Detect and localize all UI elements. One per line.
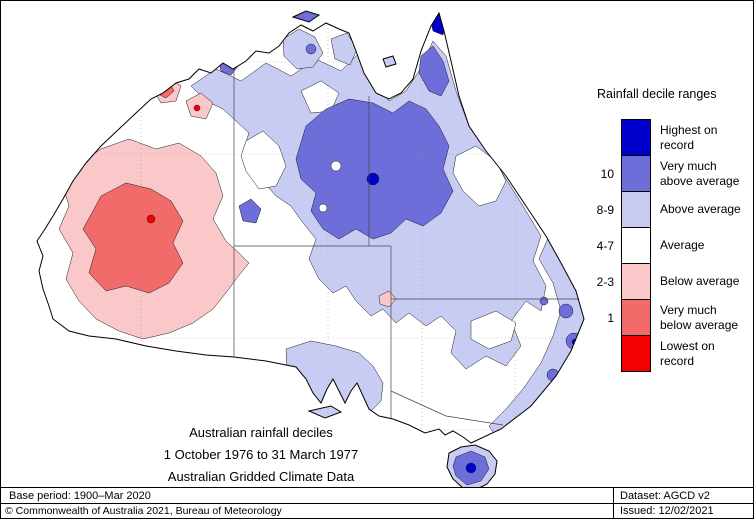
legend-label: Below average bbox=[660, 274, 740, 289]
legend-item-above-average: 8-9 Above average bbox=[595, 191, 753, 228]
legend-decile: 1 bbox=[607, 310, 614, 325]
map-period: 1 October 1976 to 31 March 1977 bbox=[163, 447, 359, 462]
legend-swatch-very-much-above bbox=[621, 155, 651, 192]
legend-swatch-highest-on-record bbox=[621, 119, 651, 156]
region-lowest-dot3 bbox=[162, 86, 168, 92]
legend-swatch-below-average bbox=[621, 263, 651, 300]
region-average-dot-in-blue1 bbox=[330, 160, 342, 172]
region-very-much-above-cape-york bbox=[418, 45, 450, 97]
region-average-dot-in-blue2 bbox=[318, 203, 328, 213]
groote-island-coastline bbox=[382, 55, 397, 68]
legend-label: Average bbox=[660, 238, 705, 253]
legend-label: Very much below average bbox=[660, 303, 739, 332]
region-highest-central-dot bbox=[366, 172, 380, 186]
region-average-hole-nt bbox=[300, 80, 340, 114]
mainland-coastline bbox=[36, 11, 585, 444]
legend-title: Rainfall decile ranges bbox=[597, 87, 717, 101]
copyright-text: © Commonwealth of Australia 2021, Bureau… bbox=[5, 505, 282, 517]
region-very-much-above-coast-dot1 bbox=[558, 303, 574, 319]
region-lowest-dot2 bbox=[193, 104, 201, 112]
legend-decile: 10 bbox=[600, 166, 614, 181]
region-very-much-above-melville bbox=[292, 11, 320, 23]
legend-decile: 4-7 bbox=[596, 238, 614, 253]
region-above-average-arnhem bbox=[330, 32, 358, 66]
legend-label: Very much above average bbox=[660, 159, 740, 188]
region-very-much-above-coast-dot4 bbox=[539, 296, 549, 306]
kangaroo-island-coastline bbox=[307, 405, 343, 419]
map-dataset-name: Australian Gridded Climate Data bbox=[167, 469, 355, 484]
legend-item-lowest-on-record: Lowest on record bbox=[595, 335, 753, 372]
legend-label: Lowest on record bbox=[660, 339, 715, 368]
issued-text: Issued: 12/02/2021 bbox=[613, 504, 753, 518]
legend-decile: 2-3 bbox=[596, 274, 614, 289]
legend-item-highest-on-record: Highest on record bbox=[595, 119, 753, 156]
map-area: Australian rainfall deciles 1 October 19… bbox=[1, 1, 753, 487]
melville-island-coastline bbox=[291, 10, 321, 23]
state-borders bbox=[233, 69, 579, 426]
tasmania-coastline bbox=[446, 444, 498, 487]
legend-swatch-average bbox=[621, 227, 651, 264]
map-title: Australian rainfall deciles bbox=[189, 425, 333, 440]
legend-rows: Highest on record 10 Very much above ave… bbox=[595, 119, 753, 372]
region-highest-tasmania-dot bbox=[465, 462, 477, 474]
region-lowest-dot1 bbox=[146, 214, 156, 224]
region-above-average-darwin bbox=[282, 28, 324, 70]
coastlines bbox=[36, 10, 585, 487]
region-average-hole-wa-border bbox=[240, 130, 287, 190]
legend-label: Above average bbox=[660, 202, 741, 217]
region-below-average-sa-dot bbox=[378, 290, 397, 308]
region-average-hole-central-qld bbox=[452, 145, 507, 207]
region-average-hole-nsw bbox=[470, 310, 517, 350]
region-very-much-above-wa-border bbox=[238, 198, 262, 224]
dataset-text: Dataset: AGCD v2 bbox=[613, 488, 753, 503]
region-very-much-above-darwin-dot bbox=[305, 43, 317, 55]
region-very-much-below-west-core bbox=[82, 182, 184, 294]
australia-map bbox=[36, 10, 585, 487]
legend-label: Highest on record bbox=[660, 123, 718, 152]
legend-decile: 8-9 bbox=[596, 202, 614, 217]
footer-info-bar: Base period: 1900–Mar 2020 Dataset: AGCD… bbox=[1, 487, 753, 503]
legend-item-very-much-above: 10 Very much above average bbox=[595, 155, 753, 192]
legend: Rainfall decile ranges Highest on record… bbox=[595, 87, 753, 372]
base-period-text: Base period: 1900–Mar 2020 bbox=[9, 489, 151, 502]
legend-item-very-much-below: 1 Very much below average bbox=[595, 299, 753, 336]
legend-item-below-average: 2-3 Below average bbox=[595, 263, 753, 300]
legend-item-average: 4-7 Average bbox=[595, 227, 753, 264]
region-very-much-above-ne-qld bbox=[468, 92, 497, 124]
legend-swatch-above-average bbox=[621, 191, 651, 228]
legend-swatch-very-much-below bbox=[621, 299, 651, 336]
legend-swatch-lowest-on-record bbox=[621, 335, 651, 372]
map-title-block: Australian rainfall deciles 1 October 19… bbox=[96, 422, 426, 488]
footer-credit-bar: © Commonwealth of Australia 2021, Bureau… bbox=[1, 503, 753, 518]
region-very-much-above-central bbox=[295, 98, 454, 240]
